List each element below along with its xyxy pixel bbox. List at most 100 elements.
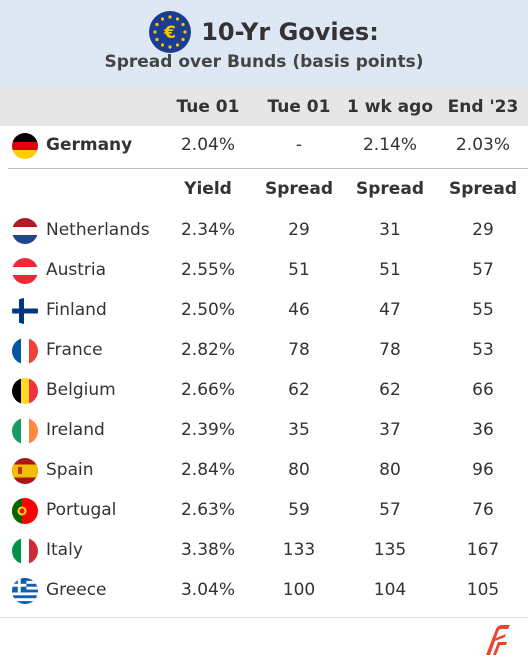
- euro-stars-icon: €: [149, 11, 192, 53]
- spain-flag-icon: [12, 458, 38, 484]
- column-header-week-ago: 1 wk ago: [347, 97, 433, 117]
- table-row: Ireland 2.39% 35 37 36: [0, 411, 528, 451]
- table-row: Austria 2.55% 51 51 57: [0, 251, 528, 291]
- country-name: Spain: [46, 460, 94, 480]
- end-23-cell: 96: [472, 460, 494, 480]
- week-ago-cell: 37: [379, 420, 401, 440]
- table-row: Italy 3.38% 133 135 167: [0, 531, 528, 571]
- page-subtitle: Spread over Bunds (basis points): [104, 52, 424, 72]
- table-row: Greece 3.04% 100 104 105: [0, 571, 528, 611]
- end-23-cell: 66: [472, 380, 494, 400]
- yield-cell: 2.63%: [180, 500, 235, 520]
- finland-flag-icon: [12, 298, 38, 324]
- week-ago-cell: 51: [379, 260, 401, 280]
- yield-cell: 2.55%: [180, 260, 235, 280]
- eu-star: [153, 30, 157, 34]
- country-name: Italy: [46, 540, 83, 560]
- yield-cell: 3.04%: [180, 580, 235, 600]
- subheader-spread-week: Spread: [356, 179, 424, 199]
- end-23-cell: 57: [472, 260, 494, 280]
- column-header-end-23: End '23: [447, 97, 519, 117]
- column-header-spread-date: Tue 01: [267, 97, 331, 117]
- spread-cell: 133: [282, 540, 316, 560]
- brand-logo-icon: [486, 625, 510, 655]
- yield-cell: 2.39%: [180, 420, 235, 440]
- subheader-spread-end: Spread: [449, 179, 517, 199]
- end-23-cell: 167: [466, 540, 500, 560]
- end-23-cell: 53: [472, 340, 494, 360]
- svg-text:€: €: [163, 23, 176, 43]
- netherlands-flag-icon: [12, 218, 38, 244]
- italy-flag-icon: [12, 538, 38, 564]
- table-row: Spain 2.84% 80 80 96: [0, 451, 528, 491]
- end-23-cell: 55: [472, 300, 494, 320]
- end-23-cell: 36: [472, 420, 494, 440]
- divider: [8, 168, 528, 169]
- yield-cell: 2.82%: [180, 340, 235, 360]
- country-name: Belgium: [46, 380, 116, 400]
- country-name: Austria: [46, 260, 107, 280]
- eu-star: [176, 17, 180, 21]
- eu-star: [161, 17, 165, 21]
- eu-star: [161, 43, 165, 47]
- spread-cell: 78: [288, 340, 310, 360]
- yield-cell: 2.66%: [180, 380, 235, 400]
- week-ago-cell: 104: [373, 580, 407, 600]
- eu-star: [168, 15, 172, 19]
- column-header-yield-date: Tue 01: [176, 97, 240, 117]
- spread-cell: 46: [288, 300, 310, 320]
- subheader-spread: Spread: [265, 179, 333, 199]
- table-row: Netherlands 2.34% 29 31 29: [0, 211, 528, 251]
- eu-star: [155, 37, 159, 42]
- benchmark-row: Germany 2.04% - 2.14% 2.03%: [0, 126, 528, 166]
- austria-flag-icon: [12, 258, 38, 284]
- country-name: Ireland: [46, 420, 105, 440]
- yield-cell: 2.34%: [180, 220, 235, 240]
- france-flag-icon: [12, 338, 38, 364]
- eu-star: [183, 30, 187, 34]
- country-name: Greece: [46, 580, 107, 600]
- week-ago-cell: 78: [379, 340, 401, 360]
- week-ago-cell: 80: [379, 460, 401, 480]
- footer-divider: [0, 617, 528, 618]
- ireland-flag-icon: [12, 418, 38, 444]
- spread-cell: 80: [288, 460, 310, 480]
- country-name: France: [46, 340, 103, 360]
- spread-cell: 100: [282, 580, 316, 600]
- title-row: € 10-Yr Govies:: [0, 10, 528, 54]
- spread-cell: 35: [288, 420, 310, 440]
- spread-cell: 51: [288, 260, 310, 280]
- header: € 10-Yr Govies: Spread over Bunds (basis…: [0, 0, 528, 88]
- benchmark-week-ago: 2.14%: [362, 135, 417, 155]
- week-ago-cell: 47: [379, 300, 401, 320]
- germany-flag-icon: [12, 133, 38, 159]
- eu-star: [181, 22, 185, 27]
- eu-star: [168, 45, 172, 49]
- benchmark-end-23: 2.03%: [455, 135, 510, 155]
- week-ago-cell: 62: [379, 380, 401, 400]
- table-row: France 2.82% 78 78 53: [0, 331, 528, 371]
- table-row: Belgium 2.66% 62 62 66: [0, 371, 528, 411]
- column-header-row: Tue 01 Tue 01 1 wk ago End '23: [0, 88, 528, 126]
- greece-flag-icon: [12, 578, 38, 604]
- country-name: Finland: [46, 300, 107, 320]
- eu-star: [181, 37, 185, 42]
- end-23-cell: 29: [472, 220, 494, 240]
- table-row: Finland 2.50% 46 47 55: [0, 291, 528, 331]
- eu-star: [155, 22, 159, 27]
- eu-star: [176, 43, 180, 47]
- country-name: Netherlands: [46, 220, 150, 240]
- spread-cell: 59: [288, 500, 310, 520]
- portugal-flag-icon: [12, 498, 38, 524]
- spread-cell: 29: [288, 220, 310, 240]
- benchmark-country: Germany: [46, 135, 133, 155]
- week-ago-cell: 57: [379, 500, 401, 520]
- spread-cell: 62: [288, 380, 310, 400]
- week-ago-cell: 31: [379, 220, 401, 240]
- end-23-cell: 76: [472, 500, 494, 520]
- belgium-flag-icon: [12, 378, 38, 404]
- yield-cell: 2.50%: [180, 300, 235, 320]
- page-title: 10-Yr Govies:: [201, 18, 379, 46]
- table-row: Portugal 2.63% 59 57 76: [0, 491, 528, 531]
- yield-cell: 2.84%: [180, 460, 235, 480]
